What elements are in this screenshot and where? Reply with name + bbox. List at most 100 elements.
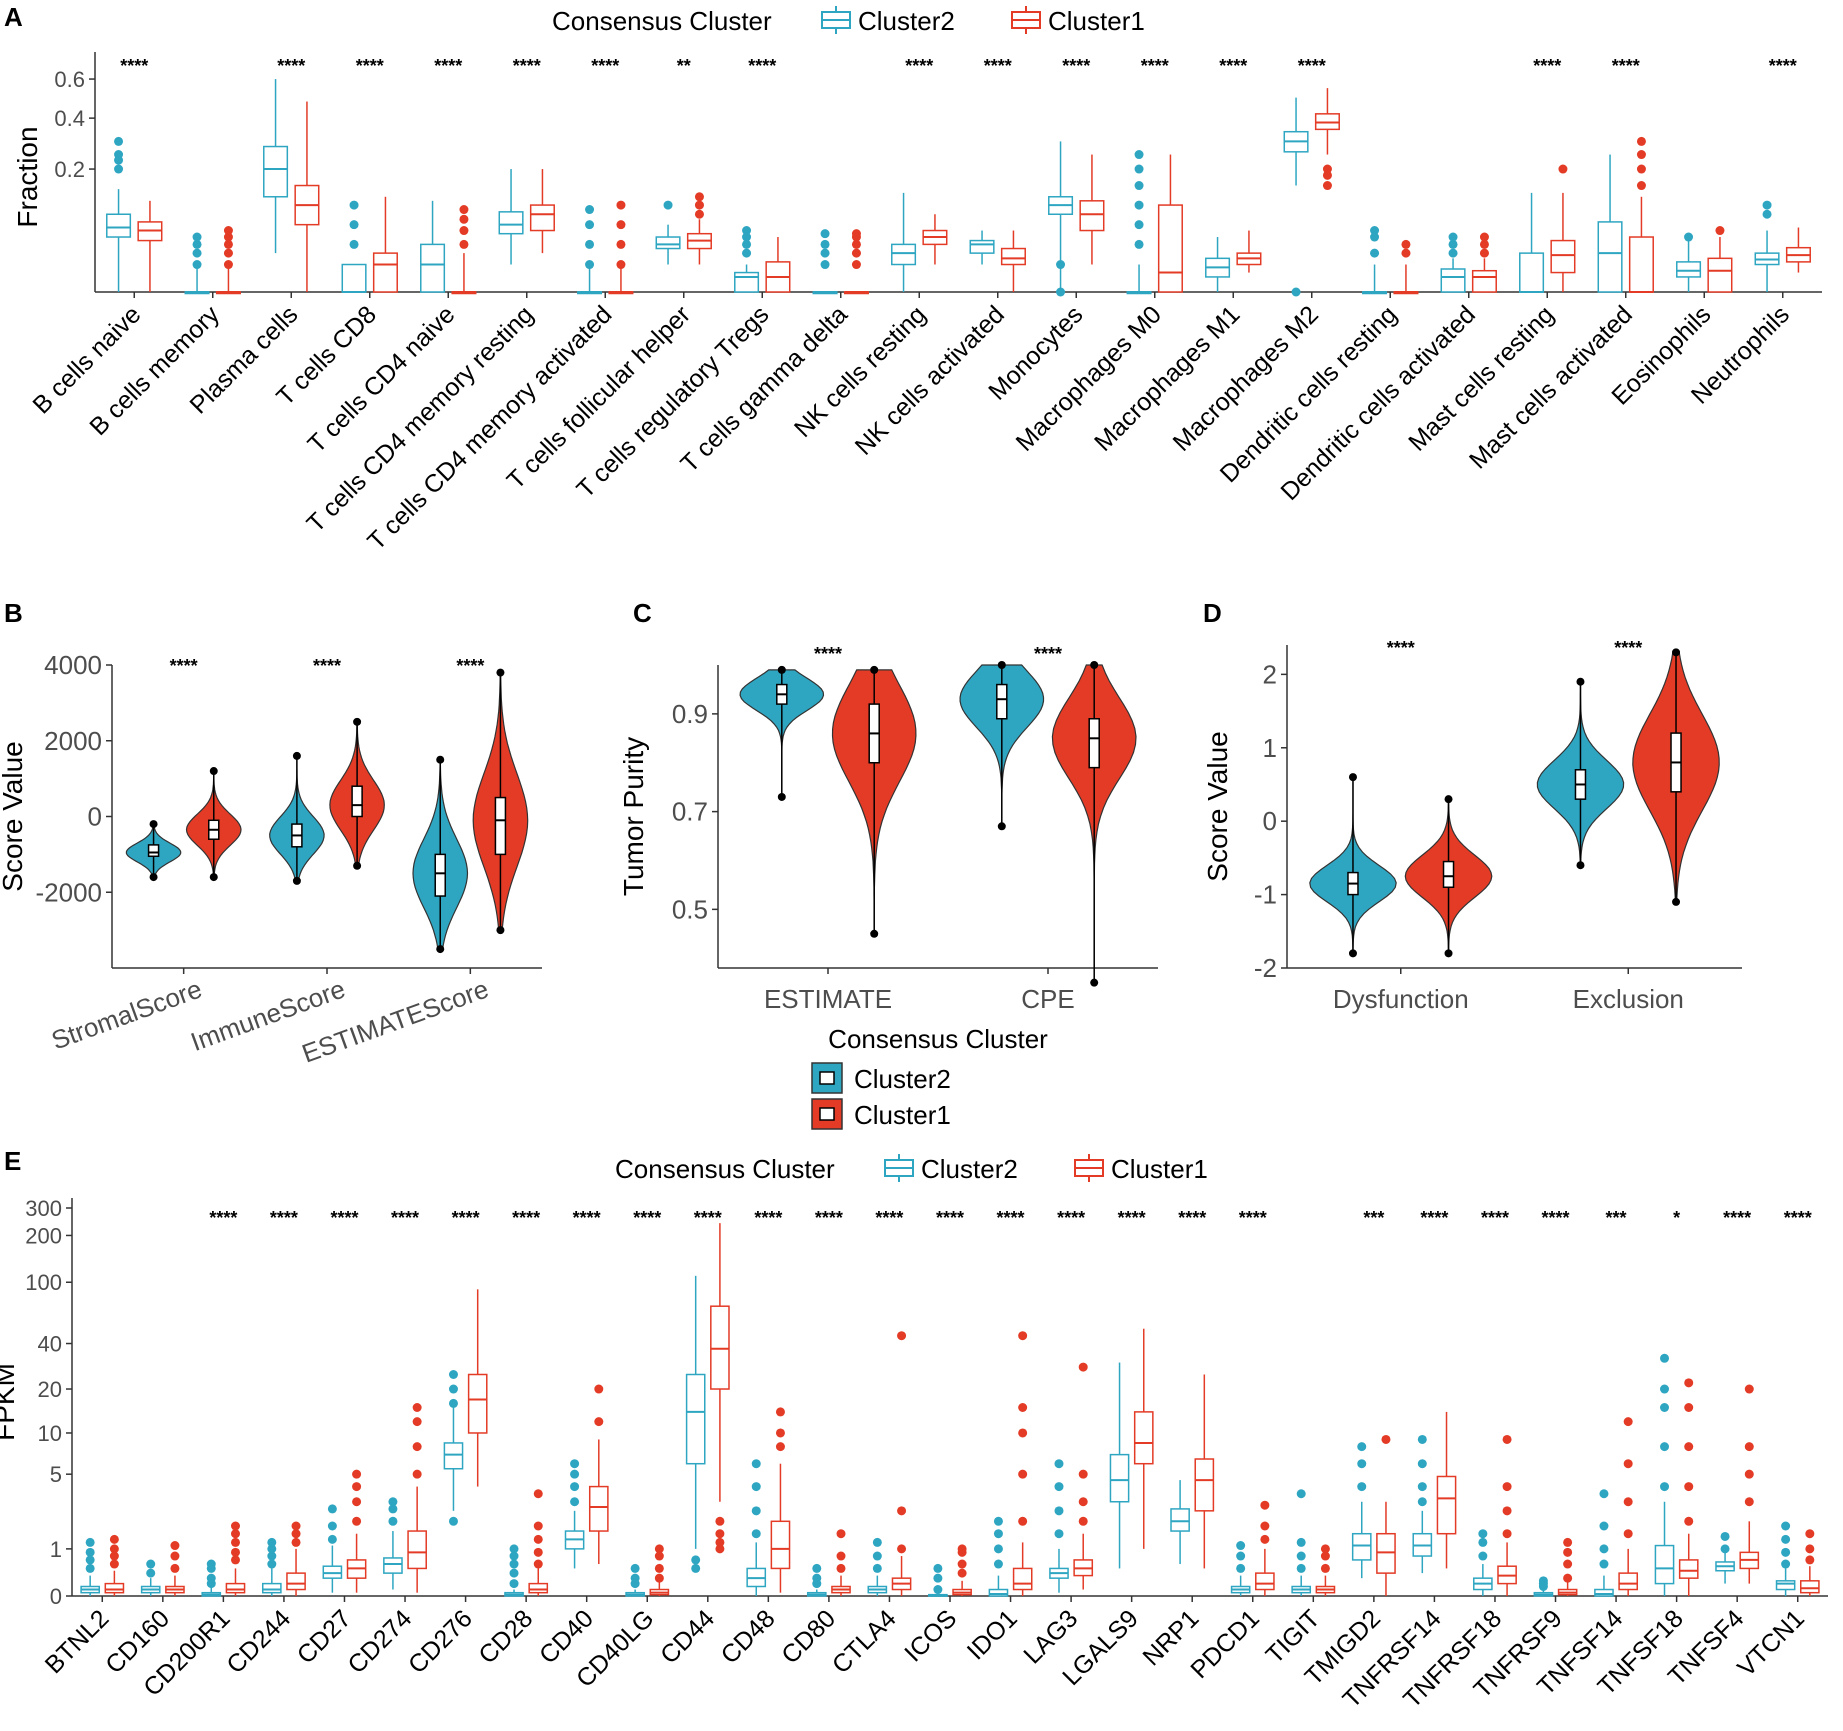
- panel-e-outlier: [412, 1442, 422, 1452]
- panel-e-box-cluster1: [1497, 1434, 1517, 1596]
- panel-a-y-tick-label: 0.6: [54, 67, 85, 92]
- panel-a-outlier: [1401, 248, 1411, 258]
- panel-b-significance: ****: [170, 656, 198, 676]
- panel-c-y-title: Tumor Purity: [618, 737, 649, 896]
- panel-e-box-cluster2: [625, 1563, 645, 1597]
- panel-a-outlier: [1479, 239, 1489, 249]
- panel-e-iqr-box: [383, 1557, 403, 1574]
- panel-a-outlier: [1291, 287, 1301, 297]
- panel-a-outlier: [1558, 164, 1568, 174]
- panel-b-violin-outlier: [353, 717, 362, 726]
- panel-a-box-cluster2: [498, 169, 524, 265]
- panel-e-box-cluster1: [1376, 1434, 1396, 1596]
- panel-a-outlier: [349, 239, 359, 249]
- panel-b-violin-outlier: [209, 873, 218, 882]
- panel-e-iqr-box: [104, 1582, 125, 1594]
- panel-a-box-cluster2: [1597, 154, 1623, 293]
- panel-a-box-cluster1: [529, 169, 555, 254]
- panel-e-iqr-box: [1594, 1588, 1614, 1597]
- panel-a-significance: ****: [905, 56, 933, 76]
- panel-e-outlier: [751, 1506, 761, 1516]
- panel-e-outlier: [1417, 1434, 1427, 1444]
- panel-e-outlier: [1320, 1544, 1330, 1554]
- panel-e-outlier: [836, 1529, 846, 1539]
- panel-e-outlier: [1563, 1559, 1573, 1569]
- panel-e-category-label: CD276: [403, 1604, 478, 1679]
- panel-e-outlier: [448, 1516, 458, 1526]
- panel-e-box-cluster1: [165, 1541, 185, 1596]
- panel-e-significance: ****: [1542, 1208, 1570, 1228]
- panel-e-significance: ****: [391, 1208, 419, 1228]
- panel-e-outlier: [1236, 1551, 1246, 1561]
- panel-e-outlier: [146, 1568, 156, 1578]
- panel-e-outlier: [1563, 1573, 1573, 1583]
- panel-d-violin-box: [1442, 860, 1455, 889]
- panel-a-box-cluster1: [1550, 164, 1576, 292]
- panel-d-category-label: Dysfunction: [1333, 984, 1469, 1014]
- panel-e-outlier: [836, 1563, 846, 1573]
- panel-b-category-label: StromalScore: [47, 973, 205, 1055]
- panel-e-outlier: [1078, 1362, 1088, 1372]
- panel-e-outlier: [146, 1559, 156, 1569]
- panel-a-outlier: [742, 232, 752, 242]
- panel-a-outlier: [114, 150, 124, 160]
- panel-e-outlier: [509, 1559, 519, 1569]
- panel-a-iqr-box: [1628, 236, 1654, 293]
- panel-e-outlier: [812, 1573, 822, 1583]
- panel-a-outlier: [1134, 164, 1144, 174]
- panel-a-outlier: [1134, 150, 1144, 160]
- panel-e-significance: ****: [209, 1208, 237, 1228]
- panel-a-significance: ****: [1298, 56, 1326, 76]
- panel-e-box-cluster1: [407, 1403, 427, 1593]
- panel-a-outlier: [1636, 181, 1646, 191]
- panel-letter-b: B: [4, 598, 23, 628]
- panel-a-legend-key-cluster1: [1011, 6, 1041, 34]
- panel-e-iqr-box: [988, 1588, 1009, 1597]
- panel-e-box-cluster1: [346, 1469, 367, 1593]
- panel-e-box-cluster2: [1291, 1489, 1312, 1596]
- panel-a-box-cluster2: [341, 200, 367, 293]
- panel-a-outlier: [223, 260, 233, 270]
- panel-e-outlier: [1623, 1529, 1633, 1539]
- panel-e-iqr-box: [528, 1582, 549, 1594]
- panel-a-box-cluster1: [1393, 239, 1419, 295]
- panel-e-legend-label-cluster1: Cluster1: [1111, 1154, 1208, 1184]
- panel-e-outlier: [630, 1573, 640, 1583]
- panel-e-category-label: VTCN1: [1732, 1604, 1810, 1682]
- panel-b-significance: ****: [313, 656, 341, 676]
- panel-e-outlier: [1781, 1521, 1791, 1531]
- panel-e-outlier: [957, 1544, 967, 1554]
- panel-c-legend-label-cluster1: Cluster1: [854, 1100, 951, 1130]
- panel-e-category-label: ICOS: [899, 1604, 962, 1667]
- panel-e-iqr-box: [225, 1582, 246, 1594]
- panel-e-outlier: [993, 1559, 1003, 1569]
- panel-a-outlier: [851, 260, 861, 270]
- panel-e-outlier: [170, 1563, 180, 1573]
- panel-e-outlier: [1236, 1563, 1246, 1573]
- panel-a-outlier: [663, 200, 673, 210]
- panel-e-iqr-box: [1255, 1572, 1275, 1591]
- panel-e-box-cluster2: [564, 1459, 585, 1569]
- panel-e-outlier: [654, 1573, 664, 1583]
- panel-a-outlier: [851, 239, 861, 249]
- panel-e-outlier: [109, 1544, 119, 1554]
- panel-e-outlier: [1357, 1459, 1367, 1469]
- panel-e-outlier: [570, 1459, 580, 1469]
- panel-letter-a: A: [4, 2, 23, 32]
- panel-a-box-cluster1: [372, 196, 398, 293]
- panel-e-box-cluster2: [201, 1559, 222, 1597]
- panel-e-outlier: [1054, 1506, 1064, 1516]
- panel-e-iqr-box: [1678, 1559, 1699, 1579]
- panel-e-outlier: [533, 1547, 543, 1557]
- panel-a-outlier: [1479, 232, 1489, 242]
- panel-e-outlier: [872, 1551, 882, 1561]
- panel-a-category-label: Macrophages M2: [1168, 300, 1324, 456]
- panel-a-outlier: [1762, 209, 1772, 219]
- panel-c-y-tick-label: 0.7: [672, 797, 708, 827]
- panel-a-outlier: [616, 220, 626, 230]
- panel-a-box-cluster2: [1440, 232, 1466, 293]
- panel-e-outlier: [509, 1551, 519, 1561]
- panel-a-legend-label-cluster2: Cluster2: [858, 6, 955, 36]
- panel-e-outlier: [993, 1544, 1003, 1554]
- panel-d-violin-outlier: [1444, 795, 1453, 804]
